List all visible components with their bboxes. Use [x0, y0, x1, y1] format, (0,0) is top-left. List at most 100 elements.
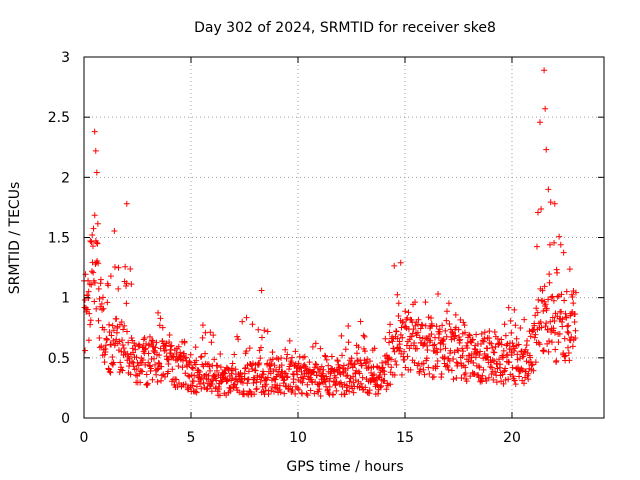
data-point — [82, 347, 89, 354]
data-point — [131, 340, 138, 347]
data-point — [327, 375, 334, 382]
data-point — [572, 335, 579, 342]
data-point — [486, 335, 493, 342]
data-point — [105, 282, 112, 289]
data-point — [268, 360, 275, 367]
data-point — [245, 368, 252, 375]
data-point — [515, 341, 522, 348]
data-point — [552, 346, 559, 353]
y-tick-label: 2.5 — [48, 110, 70, 126]
data-point — [282, 370, 289, 377]
data-point — [101, 359, 108, 366]
data-point — [476, 352, 483, 359]
data-point — [376, 373, 383, 379]
data-point — [546, 279, 553, 286]
data-point — [113, 336, 120, 343]
data-point — [533, 305, 540, 312]
data-point — [493, 379, 500, 386]
data-point — [557, 241, 564, 248]
data-point — [434, 357, 441, 364]
data-point — [517, 324, 524, 331]
data-point — [518, 348, 525, 355]
data-point — [499, 371, 506, 378]
data-point — [535, 296, 542, 303]
data-point — [555, 339, 562, 346]
data-point — [111, 263, 118, 270]
data-point — [96, 344, 103, 351]
data-point — [143, 371, 150, 378]
data-point — [345, 322, 352, 329]
data-point — [169, 366, 176, 373]
data-point — [231, 351, 238, 358]
data-point — [229, 367, 236, 374]
data-point — [208, 388, 215, 395]
data-point — [217, 364, 224, 371]
data-point — [152, 361, 159, 368]
data-point — [91, 128, 98, 135]
data-point — [398, 324, 405, 331]
data-point — [260, 371, 267, 378]
data-point — [542, 105, 549, 112]
data-point — [471, 371, 478, 378]
data-point — [320, 366, 327, 373]
data-point — [563, 314, 570, 321]
data-point — [462, 364, 469, 371]
data-point — [155, 359, 162, 366]
data-point — [399, 319, 406, 326]
data-point — [398, 371, 405, 378]
data-point — [414, 329, 421, 336]
data-point — [353, 350, 360, 357]
data-point — [451, 335, 458, 342]
data-point — [502, 376, 509, 383]
data-point — [249, 365, 256, 372]
data-point — [527, 354, 534, 361]
data-point — [562, 310, 569, 317]
data-point — [251, 391, 258, 398]
data-point — [309, 343, 316, 350]
data-point — [412, 322, 419, 329]
data-point — [438, 370, 445, 377]
data-point — [543, 146, 550, 153]
data-point — [332, 374, 339, 381]
data-point — [547, 241, 554, 248]
data-point — [569, 293, 576, 300]
data-point — [326, 383, 333, 390]
data-point — [463, 378, 470, 385]
data-point — [130, 363, 137, 370]
data-point — [96, 295, 103, 302]
data-point — [260, 368, 267, 375]
data-point — [300, 375, 307, 382]
data-point — [484, 354, 491, 361]
data-point — [100, 294, 107, 301]
data-point — [361, 333, 368, 340]
data-point — [436, 326, 443, 333]
data-point — [472, 354, 479, 361]
data-point — [528, 362, 535, 369]
data-point — [217, 350, 224, 357]
data-point — [246, 388, 253, 395]
data-point — [181, 355, 188, 362]
data-point — [87, 317, 94, 324]
data-point — [428, 315, 435, 322]
data-point — [88, 281, 95, 288]
data-point — [198, 385, 205, 392]
data-point — [104, 299, 111, 306]
data-point — [433, 345, 440, 352]
data-point — [111, 227, 118, 234]
data-point — [466, 331, 473, 338]
data-point — [563, 288, 570, 295]
data-point — [139, 368, 146, 375]
data-point — [448, 367, 455, 374]
data-point — [510, 347, 517, 354]
data-point — [420, 366, 427, 373]
data-point — [545, 348, 552, 355]
data-point — [154, 366, 161, 373]
data-point — [561, 335, 568, 342]
data-point — [571, 318, 578, 325]
data-point — [348, 355, 355, 362]
data-point — [378, 382, 385, 389]
data-point — [509, 373, 516, 380]
data-point — [88, 268, 95, 275]
data-point — [146, 362, 153, 369]
data-point — [469, 336, 476, 343]
